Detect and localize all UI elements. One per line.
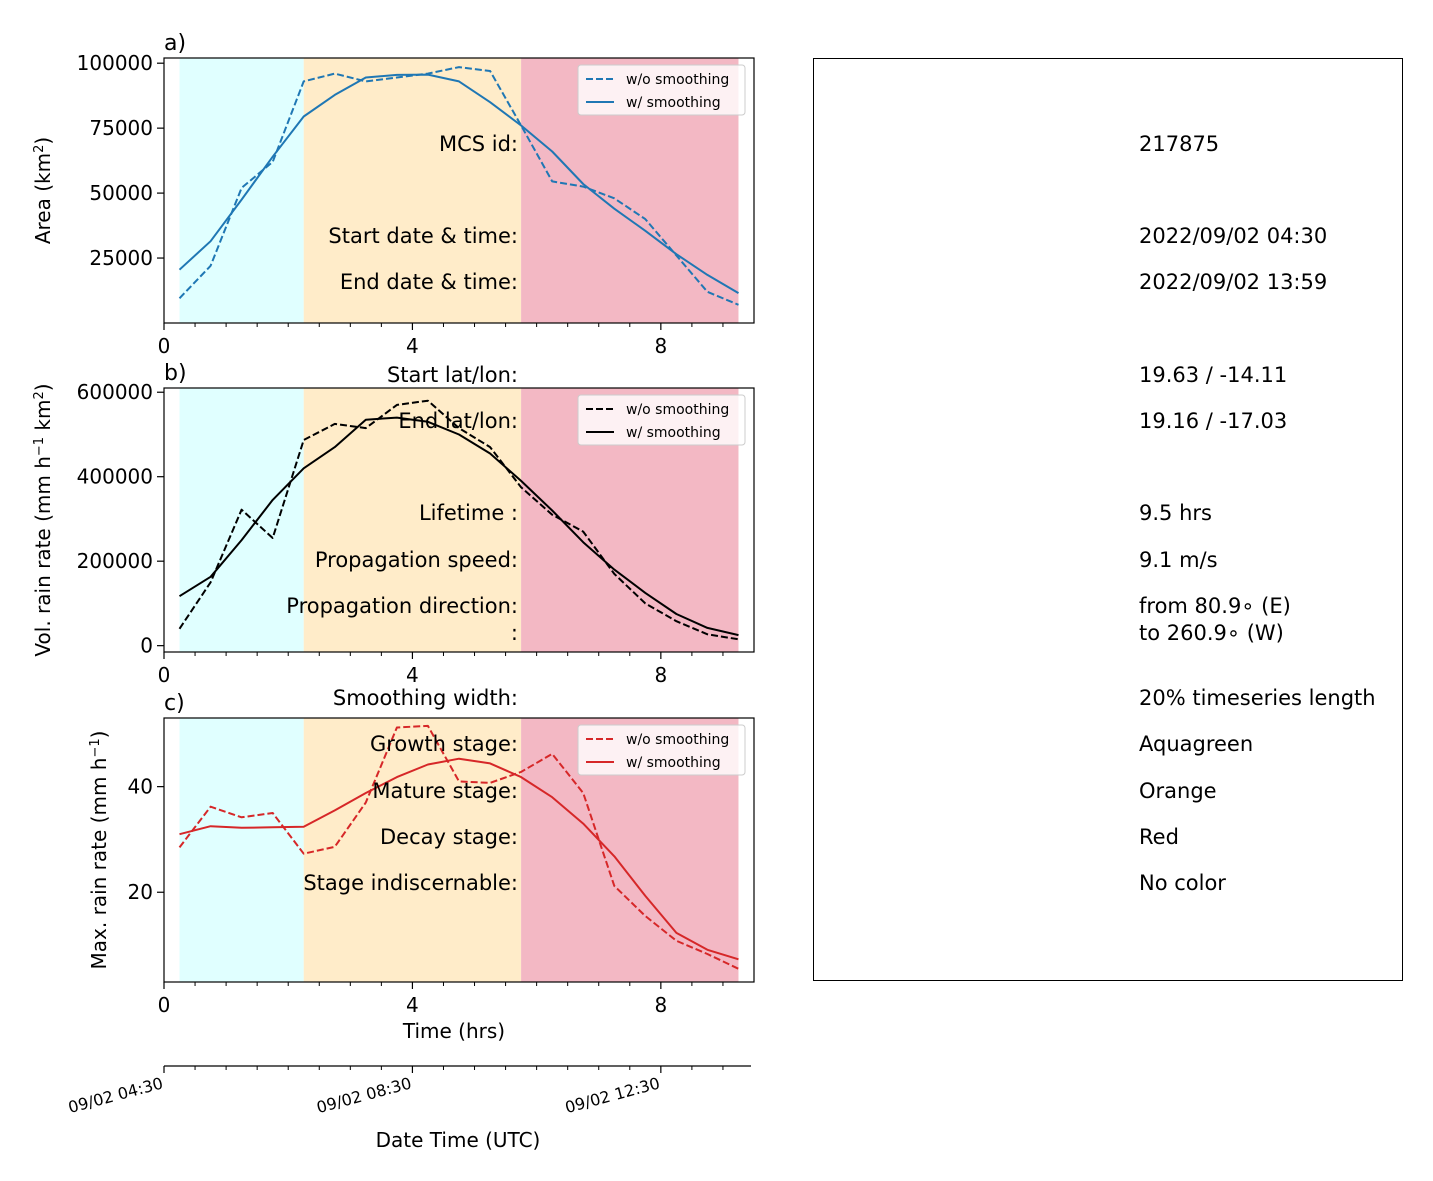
info-label: Propagation direction: xyxy=(286,594,518,618)
y-tick-label: 25000 xyxy=(89,246,153,270)
y-tick-label: 40 xyxy=(128,775,153,799)
date-tick-label: 09/02 04:30 xyxy=(66,1074,165,1118)
info-value: to 260.9∘ (W) xyxy=(1139,621,1284,645)
legend-entry: w/o smoothing xyxy=(626,402,729,418)
y-tick-label: 400000 xyxy=(77,465,153,489)
x-tick-label: 8 xyxy=(654,993,667,1017)
y-axis-label: Vol. rain rate (mm h−1 km2) xyxy=(31,383,55,656)
y-axis-label-part: 2 xyxy=(32,145,47,153)
y-tick-label: 75000 xyxy=(89,116,153,140)
date-tick-label: 09/02 08:30 xyxy=(315,1074,414,1118)
y-tick-label: 0 xyxy=(140,634,153,658)
info-value: 9.1 m/s xyxy=(1139,548,1218,572)
legend-entry: w/ smoothing xyxy=(626,755,721,771)
info-value: 217875 xyxy=(1139,132,1220,156)
info-value: 19.16 / -17.03 xyxy=(1139,409,1288,433)
mature-stage-band xyxy=(303,388,522,652)
legend-entry: w/o smoothing xyxy=(626,732,729,748)
legend-entry: w/ smoothing xyxy=(626,95,721,111)
panel-label: b) xyxy=(164,361,187,386)
y-axis-label: Area (km2) xyxy=(31,137,55,244)
info-value: 20% timeseries length xyxy=(1139,686,1376,710)
x-tick-label: 4 xyxy=(406,334,419,358)
x-tick-label: 8 xyxy=(654,663,667,687)
chart-panel-c: 0 4 8 20 40 c) Max. rain rate (mm h−1) Time (hr… xyxy=(87,691,755,1043)
mature-stage-band xyxy=(303,718,522,982)
info-label: Growth stage: xyxy=(369,732,518,756)
x-tick-label: 0 xyxy=(158,334,171,358)
mature-stage-band xyxy=(303,58,522,323)
info-panel: MCS id: 217875 Start date & time: 2022/0… xyxy=(286,58,1403,981)
panel-label: c) xyxy=(164,691,185,716)
y-tick-label: 200000 xyxy=(77,549,153,573)
date-axis-label: Date Time (UTC) xyxy=(376,1128,541,1152)
series-line-raw xyxy=(178,399,739,641)
info-label: Propagation speed: xyxy=(314,548,518,572)
y-axis-label-part: −1 xyxy=(32,437,47,456)
x-tick-label: 4 xyxy=(406,993,419,1017)
info-label: Start date & time: xyxy=(328,224,518,248)
legend-box xyxy=(577,394,746,446)
y-axis-label-part: Max. rain rate (mm h xyxy=(87,758,111,970)
info-value: 9.5 hrs xyxy=(1139,501,1212,525)
x-axis-label: Time (hrs) xyxy=(402,1019,505,1043)
series-line-raw xyxy=(178,66,739,306)
info-value: 19.63 / -14.11 xyxy=(1139,363,1288,387)
date-axis: 09/02 04:30 09/02 08:30 09/02 12:30 Date Ti… xyxy=(66,1065,751,1152)
series-line-smoothed xyxy=(179,757,739,961)
y-axis-label-part: 2 xyxy=(32,391,47,399)
x-tick-label: 4 xyxy=(406,663,419,687)
info-label: Start lat/lon: xyxy=(386,363,518,387)
info-label: Mature stage: xyxy=(372,779,518,803)
series-line-smoothed xyxy=(178,416,739,637)
y-tick-label: 600000 xyxy=(77,380,153,404)
y-axis-label-part: km xyxy=(31,400,55,437)
info-value: Red xyxy=(1139,825,1179,849)
y-axis-label-part: ) xyxy=(87,731,111,739)
y-axis-label-part: −1 xyxy=(88,738,103,757)
chart-panel-b: 0 4 8 0 200000 400000 600000 b) Vol. rain rate (… xyxy=(31,361,755,687)
info-value: Aquagreen xyxy=(1139,732,1254,756)
x-tick-label: 0 xyxy=(158,663,171,687)
chart-panel-a: 0 4 8 25000 50000 75000 100000 a) Area (km2) w/o … xyxy=(31,31,755,358)
info-label: End lat/lon: xyxy=(398,409,518,433)
axes-frame xyxy=(163,57,755,324)
y-axis-label: Max. rain rate (mm h−1) xyxy=(87,731,111,970)
legend-entry: w/o smoothing xyxy=(626,72,729,88)
info-value: Orange xyxy=(1139,779,1217,803)
info-value: 2022/09/02 13:59 xyxy=(1139,270,1328,294)
info-label: End date & time: xyxy=(339,270,518,294)
growth-stage-band xyxy=(179,718,304,982)
y-tick-label: 20 xyxy=(128,880,153,904)
x-tick-label: 8 xyxy=(654,334,667,358)
info-label: Lifetime : xyxy=(418,501,518,525)
legend-box xyxy=(577,64,746,116)
y-tick-label: 50000 xyxy=(89,181,153,205)
y-axis-label-part: ) xyxy=(31,383,55,391)
y-axis-label-part: Area (km xyxy=(31,153,55,244)
growth-stage-band xyxy=(179,388,304,652)
info-value: No color xyxy=(1139,871,1226,895)
info-label: Smoothing width: xyxy=(332,686,518,710)
panel-label: a) xyxy=(164,31,186,56)
axes-frame xyxy=(163,717,755,983)
info-label: MCS id: xyxy=(438,132,518,156)
legend-entry: w/ smoothing xyxy=(626,425,721,441)
series-line-smoothed xyxy=(178,73,740,294)
x-tick-label: 0 xyxy=(158,993,171,1017)
date-tick-label: 09/02 12:30 xyxy=(563,1074,662,1118)
info-label: Decay stage: xyxy=(380,825,518,849)
legend-box xyxy=(577,724,746,776)
y-tick-label: 100000 xyxy=(77,51,153,75)
y-axis-label-part: ) xyxy=(31,137,55,145)
y-axis-label-part: Vol. rain rate (mm h xyxy=(31,456,55,657)
axes-frame xyxy=(163,387,755,653)
info-label: : xyxy=(510,621,518,645)
info-value: 2022/09/02 04:30 xyxy=(1139,224,1328,248)
info-value: from 80.9∘ (E) xyxy=(1139,594,1291,618)
info-label: Stage indiscernable: xyxy=(303,871,518,895)
series-line-raw xyxy=(178,724,739,970)
